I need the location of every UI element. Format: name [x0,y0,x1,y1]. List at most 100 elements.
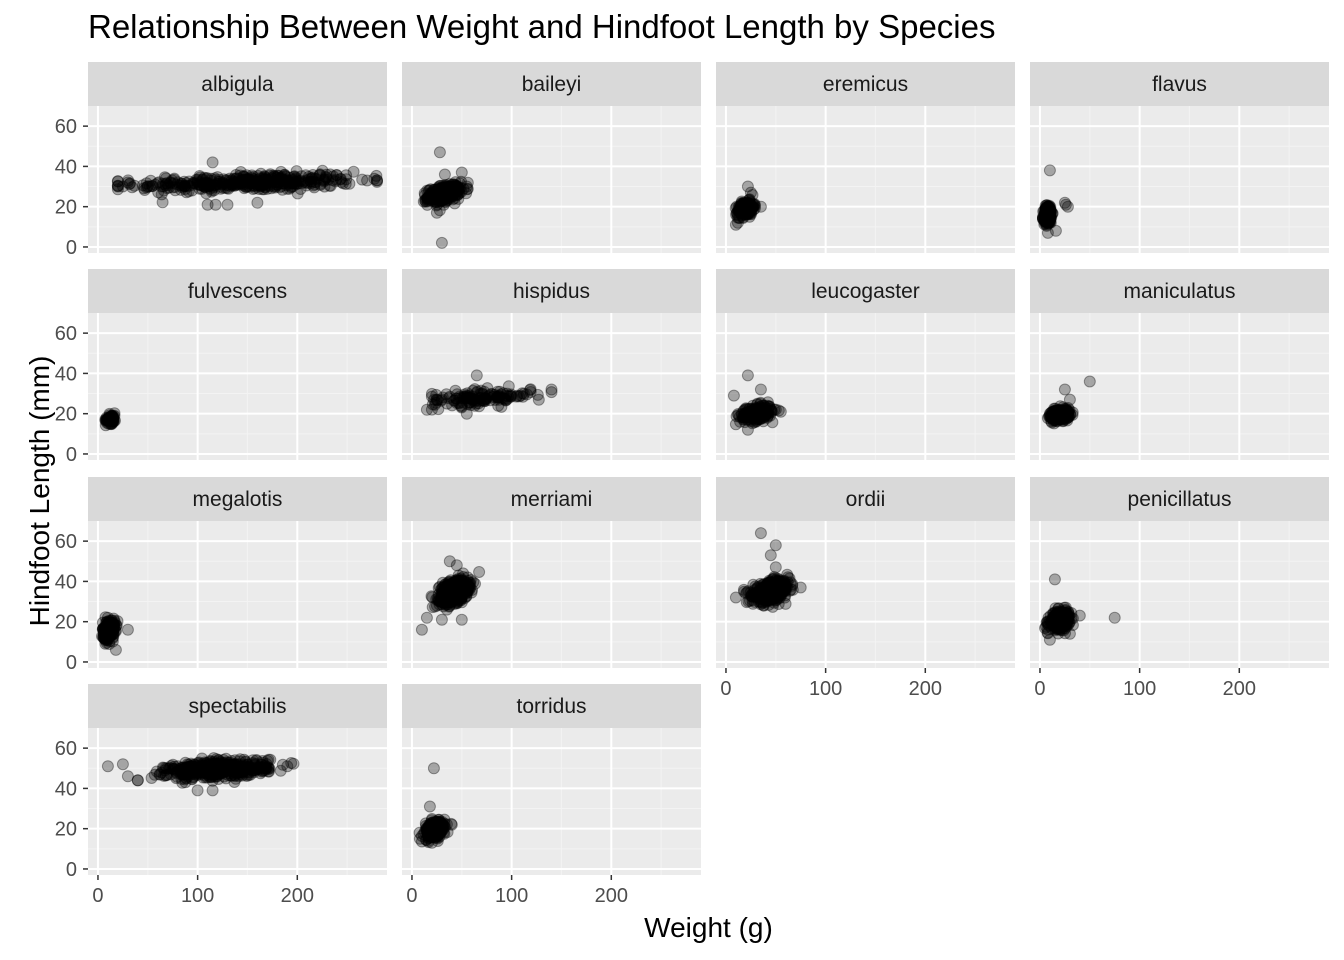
data-point [423,184,436,197]
data-point [438,185,450,198]
data-point [209,179,222,192]
data-point [269,179,282,191]
data-point [214,180,226,193]
data-point [217,758,230,771]
data-point [430,196,443,208]
data-point [230,172,243,185]
data-point [337,177,349,190]
data-point [449,184,462,197]
data-point [236,176,249,189]
data-point [429,196,442,208]
data-point [339,178,352,190]
data-point [439,191,451,203]
data-point [444,180,457,193]
data-point [226,178,238,191]
data-point [290,165,303,178]
data-point [288,170,301,183]
data-point [439,193,452,205]
data-point [151,177,164,190]
data-point [157,180,170,193]
data-point [450,188,463,201]
data-point [245,174,258,187]
facet-strip [402,62,701,106]
x-tick-label: 200 [909,678,942,700]
data-point [430,193,442,206]
data-point [432,187,445,200]
data-point [141,180,154,193]
data-point [451,189,464,202]
data-point [460,187,473,200]
data-point [1058,383,1071,396]
y-tick-label: 40 [55,571,77,593]
data-point [1083,375,1096,388]
data-point [247,179,260,192]
data-point [450,397,463,409]
data-point [146,180,159,193]
data-point [284,181,297,194]
data-point [754,527,767,540]
data-point [446,181,459,194]
data-point [438,186,451,199]
data-point [327,170,339,183]
data-point [232,763,245,776]
data-point [254,179,267,192]
data-point [138,184,151,196]
data-point [237,170,250,183]
data-point [435,613,448,626]
data-point [441,190,454,203]
data-point [433,146,446,159]
data-point [204,172,217,185]
data-point [429,186,442,199]
data-point [225,179,238,191]
data-point [443,187,456,200]
data-point [449,186,461,199]
x-tick-label: 200 [595,885,628,907]
data-point [256,179,269,192]
data-point [274,172,287,185]
data-point [227,175,240,188]
data-point [441,188,454,201]
data-point [209,198,222,211]
data-point [438,186,451,199]
data-point [168,172,181,185]
data-point [245,171,258,184]
data-point [1043,633,1056,646]
data-point [305,175,318,188]
data-point [436,192,449,205]
data-point [232,177,245,190]
data-point [200,179,212,192]
data-point [424,193,437,206]
data-point [128,179,141,192]
data-point [259,180,272,193]
data-point [437,185,450,198]
facet-panel-penicillatus: penicillatus 0 100 200 [1030,477,1329,700]
data-point [304,177,317,190]
data-point [326,174,339,187]
data-point [774,405,787,418]
data-point [429,191,442,204]
data-point [425,190,438,203]
facet-strip [88,62,387,106]
data-point [199,177,212,190]
data-point [248,173,261,186]
data-point [438,192,451,205]
data-point [240,180,253,193]
data-point [741,423,754,436]
data-point [427,762,440,775]
data-point [251,196,264,209]
data-point [437,189,450,202]
y-tick-label: 0 [66,237,77,259]
data-point [178,180,191,193]
data-point [334,172,347,185]
data-point [428,189,440,202]
data-point [274,172,287,185]
data-point [545,383,558,396]
data-point [261,175,274,187]
data-point [449,180,462,193]
data-point [447,581,460,594]
data-point [294,183,307,195]
data-point [256,179,269,192]
data-point [258,170,271,183]
data-point [440,180,453,193]
data-point [446,182,459,195]
